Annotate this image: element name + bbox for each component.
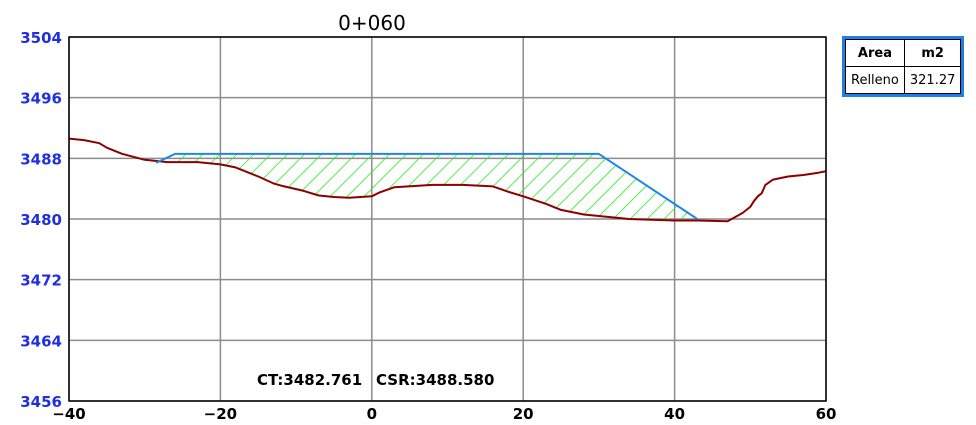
csr-annotation: CSR:3488.580 bbox=[376, 371, 494, 389]
design-line bbox=[155, 152, 698, 220]
ct-annotation: CT:3482.761 bbox=[257, 371, 362, 389]
x-axis-ticks: −40 −20 0 20 40 60 bbox=[52, 405, 836, 423]
grid-lines bbox=[68, 36, 827, 402]
y-tick-label: 3504 bbox=[20, 29, 62, 47]
x-tick-label: 0 bbox=[367, 405, 377, 423]
y-tick-label: 3456 bbox=[20, 393, 62, 411]
x-tick-label: 60 bbox=[816, 405, 837, 423]
y-tick-label: 3480 bbox=[20, 211, 62, 229]
chart-title: 0+060 bbox=[338, 11, 406, 35]
x-tick-label: −20 bbox=[204, 405, 237, 423]
y-tick-label: 3464 bbox=[20, 332, 62, 350]
x-tick-label: 20 bbox=[513, 405, 534, 423]
y-tick-label: 3472 bbox=[20, 272, 62, 290]
area-table: Area m2 Relleno 321.27 bbox=[842, 36, 965, 97]
fill-label-cell: Relleno bbox=[845, 66, 905, 94]
y-tick-label: 3496 bbox=[20, 90, 62, 108]
x-tick-label: 40 bbox=[664, 405, 685, 423]
y-axis-ticks: 3456 3464 3472 3480 3488 3496 3504 bbox=[20, 29, 62, 411]
fill-area bbox=[175, 153, 698, 221]
series-group bbox=[69, 137, 826, 223]
terrain-line bbox=[69, 137, 826, 223]
fill-value-cell: 321.27 bbox=[903, 66, 962, 94]
relleno-fill bbox=[175, 153, 698, 221]
plot-frame bbox=[68, 36, 827, 402]
x-tick-label: −40 bbox=[52, 405, 85, 423]
y-tick-label: 3488 bbox=[20, 150, 62, 168]
unit-header: m2 bbox=[903, 39, 962, 67]
area-header: Area bbox=[845, 39, 905, 67]
